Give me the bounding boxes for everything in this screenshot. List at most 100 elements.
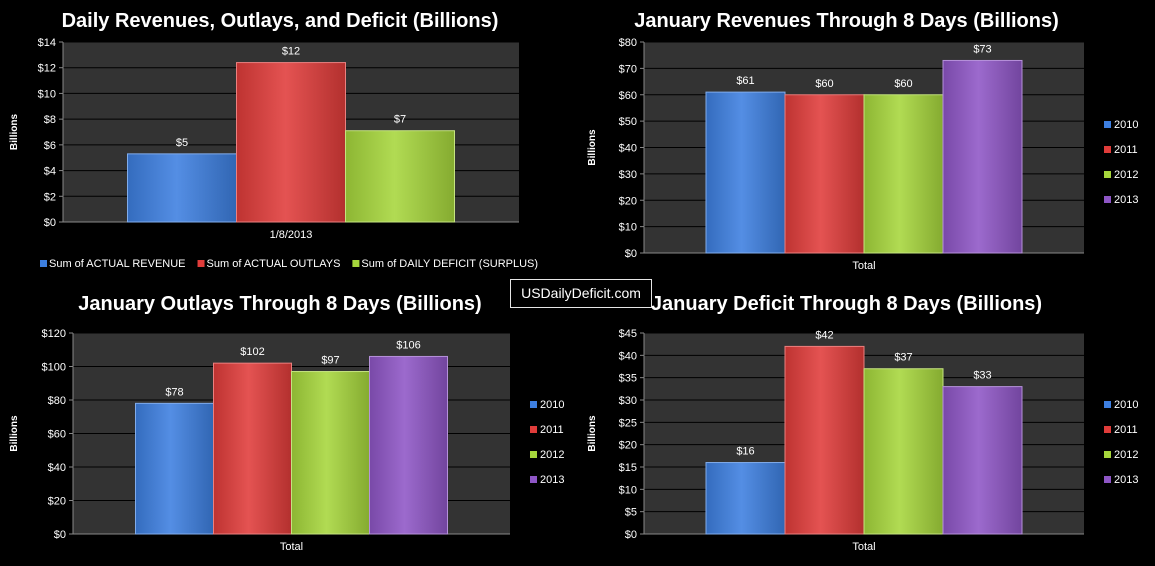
chart-outlays-data-label: $106 — [396, 339, 420, 351]
chart-outlays-svg: $0 $20 $40 $60 $80 $100 $120 Billions $78 $102 $97… — [9, 328, 564, 553]
chart-revenues-y-tick-label: $60 — [619, 90, 637, 102]
chart-daily-legend-label: Sum of DAILY DEFICIT (SURPLUS) — [361, 258, 538, 270]
chart-deficit-data-label: $33 — [973, 370, 991, 382]
chart-revenues-y-tick-label: $80 — [619, 37, 637, 49]
chart-outlays-panel: January Outlays Through 8 Days (Billions… — [0, 283, 580, 566]
chart-deficit-y-tick-label: $25 — [619, 417, 637, 429]
chart-daily-title: Daily Revenues, Outlays, and Deficit (Bi… — [61, 10, 499, 32]
chart-deficit-y-tick-label: $40 — [619, 350, 637, 362]
chart-deficit-legend-swatch — [1104, 476, 1111, 483]
chart-deficit-y-tick-label: $30 — [619, 395, 637, 407]
chart-deficit-legend-label: 2010 — [1114, 399, 1138, 411]
chart-revenues-y-tick-label: $30 — [619, 169, 637, 181]
chart-daily-y-tick-label: $10 — [38, 88, 56, 100]
chart-revenues-y-tick-label: $10 — [619, 222, 637, 234]
chart-revenues-bar — [942, 59, 1023, 254]
chart-revenues-bar — [784, 94, 865, 254]
chart-daily-y-tick-label: $4 — [44, 166, 56, 178]
chart-daily-svg: $0 $2 $4 $6 $8 $10 $12 $14 Billions $5 $12 $7 1/8/20… — [9, 37, 538, 270]
chart-outlays-legend-label: 2013 — [540, 474, 564, 486]
chart-revenues-data-label: $60 — [815, 78, 833, 90]
chart-daily-y-tick-label: $0 — [44, 217, 56, 229]
chart-revenues-y-tick-label: $20 — [619, 195, 637, 207]
chart-daily-y-tick-label: $2 — [44, 191, 56, 203]
chart-revenues-bar — [705, 91, 786, 254]
chart-deficit-bar — [784, 345, 865, 535]
chart-deficit-legend-label: 2012 — [1114, 449, 1138, 461]
chart-outlays-y-tick-label: $100 — [42, 362, 66, 374]
chart-daily-y-tick-label: $8 — [44, 114, 56, 126]
chart-daily-legend-label: Sum of ACTUAL OUTLAYS — [207, 258, 341, 270]
chart-revenues-data-label: $61 — [736, 75, 754, 87]
chart-daily-data-label: $5 — [176, 137, 188, 149]
chart-revenues-title: January Revenues Through 8 Days (Billion… — [634, 10, 1059, 32]
chart-revenues-legend-swatch — [1104, 196, 1111, 203]
chart-deficit-y-tick-label: $15 — [619, 462, 637, 474]
chart-revenues-x-tick-label: Total — [852, 260, 875, 272]
chart-outlays-legend-swatch — [530, 476, 537, 483]
brand-label: USDailyDeficit.com — [510, 279, 652, 308]
chart-revenues-legend-swatch — [1104, 171, 1111, 178]
chart-outlays-title: January Outlays Through 8 Days (Billions… — [78, 293, 482, 315]
chart-daily-y-tick-label: $14 — [38, 37, 56, 49]
chart-outlays-legend-swatch — [530, 451, 537, 458]
chart-deficit-bar — [705, 462, 786, 535]
chart-daily-y-tick-label: $12 — [38, 63, 56, 75]
chart-daily-data-label: $12 — [282, 46, 300, 58]
chart-outlays-legend-swatch — [530, 426, 537, 433]
chart-deficit-y-tick-label: $45 — [619, 328, 637, 340]
chart-outlays-legend-swatch — [530, 401, 537, 408]
chart-outlays-y-tick-label: $0 — [54, 529, 66, 541]
chart-outlays-y-tick-label: $60 — [48, 429, 66, 441]
chart-revenues-data-label: $73 — [973, 43, 991, 55]
chart-deficit-y-tick-label: $0 — [625, 529, 637, 541]
chart-outlays-y-tick-label: $80 — [48, 395, 66, 407]
chart-outlays-y-axis-label: Billions — [9, 415, 20, 452]
chart-outlays-legend-label: 2012 — [540, 449, 564, 461]
chart-daily-legend-label: Sum of ACTUAL REVENUE — [49, 258, 186, 270]
chart-daily-legend-swatch — [352, 260, 360, 267]
chart-daily-bar — [127, 153, 237, 223]
chart-daily-legend-swatch — [40, 260, 47, 267]
chart-deficit-data-label: $16 — [736, 446, 754, 458]
chart-deficit-y-tick-label: $20 — [619, 440, 637, 452]
chart-deficit-data-label: $37 — [894, 352, 912, 364]
chart-daily-bar — [236, 62, 346, 223]
chart-deficit-y-axis-label: Billions — [587, 415, 598, 452]
chart-revenues-legend-swatch — [1104, 121, 1111, 128]
chart-outlays-x-tick-label: Total — [280, 541, 303, 553]
chart-deficit-legend-label: 2013 — [1114, 474, 1138, 486]
chart-outlays-bar — [291, 371, 370, 535]
chart-deficit-y-tick-label: $10 — [619, 484, 637, 496]
chart-daily-y-tick-label: $6 — [44, 140, 56, 152]
chart-revenues-legend-label: 2011 — [1114, 144, 1138, 156]
chart-outlays-data-label: $78 — [165, 386, 183, 398]
chart-deficit-y-tick-label: $35 — [619, 373, 637, 385]
chart-daily-legend-swatch — [197, 260, 205, 267]
chart-outlays-y-tick-label: $20 — [48, 496, 66, 508]
chart-deficit-panel: January Deficit Through 8 Days (Billions… — [578, 283, 1155, 566]
chart-revenues-legend-label: 2010 — [1114, 119, 1138, 131]
chart-revenues-y-axis-label: Billions — [587, 129, 598, 166]
chart-outlays-bar — [135, 402, 214, 535]
chart-deficit-bar — [863, 368, 944, 535]
chart-revenues-legend-label: 2012 — [1114, 169, 1138, 181]
chart-daily-data-label: $7 — [394, 114, 406, 126]
chart-deficit-legend-label: 2011 — [1114, 424, 1138, 436]
chart-deficit-x-tick-label: Total — [852, 541, 875, 553]
chart-revenues-y-tick-label: $0 — [625, 248, 637, 260]
chart-deficit-svg: $0 $5 $10 $15 $20 $25 $30 $35 $40 $45 Billions $16 $… — [587, 328, 1138, 553]
chart-outlays-data-label: $102 — [240, 346, 264, 358]
chart-outlays-bar — [369, 355, 448, 535]
chart-revenues-y-tick-label: $70 — [619, 63, 637, 75]
chart-deficit-data-label: $42 — [815, 329, 833, 341]
chart-daily-x-tick-label: 1/8/2013 — [270, 229, 313, 241]
chart-revenues-bar — [863, 94, 944, 254]
chart-deficit-legend-swatch — [1104, 426, 1111, 433]
chart-revenues-legend-label: 2013 — [1114, 194, 1138, 206]
chart-daily-panel: Daily Revenues, Outlays, and Deficit (Bi… — [0, 0, 580, 280]
chart-revenues-legend-swatch — [1104, 146, 1111, 153]
chart-outlays-y-tick-label: $120 — [42, 328, 66, 340]
chart-deficit-legend-swatch — [1104, 451, 1111, 458]
chart-outlays-legend-label: 2010 — [540, 399, 564, 411]
